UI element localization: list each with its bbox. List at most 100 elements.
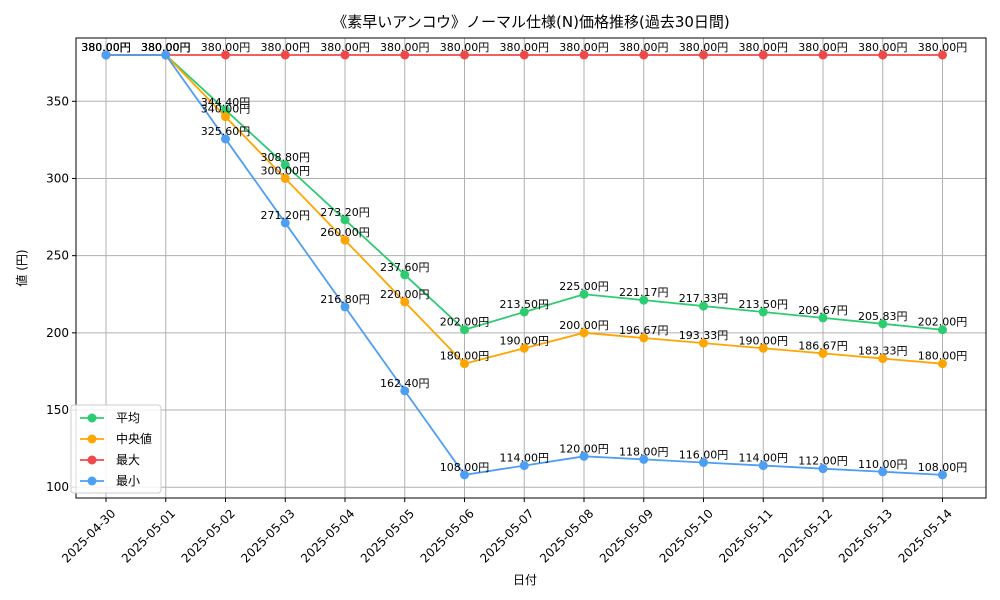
data-point [519, 343, 529, 353]
data-label: 273.20円 [320, 206, 370, 219]
data-label: 271.20円 [261, 209, 311, 222]
legend-item: 最小 [80, 474, 140, 488]
x-tick-label: 2025-04-30 [59, 506, 118, 565]
data-point [758, 307, 768, 317]
data-point [878, 467, 888, 477]
data-label: 180.00円 [440, 350, 490, 363]
data-point [460, 325, 469, 335]
data-label: 380.00円 [440, 41, 490, 54]
data-point [878, 354, 888, 364]
data-label: 108.00円 [440, 461, 490, 474]
data-point [938, 359, 947, 369]
data-point [639, 454, 649, 464]
data-label: 202.00円 [918, 316, 968, 329]
data-point [519, 307, 529, 317]
data-label: 216.80円 [320, 293, 370, 306]
data-point [340, 235, 350, 245]
data-point [878, 50, 888, 60]
data-point [938, 325, 947, 335]
data-point [221, 50, 230, 60]
data-label: 380.00円 [81, 41, 131, 54]
data-point [639, 50, 649, 60]
data-label: 380.00円 [81, 41, 131, 54]
data-point [519, 50, 529, 60]
data-label: 183.33円 [858, 345, 908, 358]
y-tick-label: 300 [46, 171, 69, 185]
data-point [579, 50, 589, 60]
data-label: 380.00円 [798, 41, 848, 54]
data-point [938, 470, 947, 480]
x-tick-label: 2025-05-05 [358, 506, 417, 565]
data-label: 209.67円 [798, 304, 848, 317]
series-2 [101, 50, 947, 60]
data-label: 237.60円 [380, 261, 430, 274]
data-label: 220.00円 [380, 288, 430, 301]
legend-swatch-marker [87, 476, 97, 486]
y-tick-label: 250 [46, 249, 69, 263]
series-1 [101, 50, 947, 369]
data-label: 190.00円 [500, 334, 550, 347]
data-point [639, 333, 649, 343]
data-labels: 380.00円 380.00円 344.40円 308.80円 273.20円 237.6… [81, 41, 967, 474]
data-point [818, 348, 828, 358]
x-tick-label: 2025-05-08 [537, 506, 596, 565]
data-label: 380.00円 [679, 41, 729, 54]
x-tick-label: 2025-05-11 [716, 506, 775, 565]
x-tick-label: 2025-05-14 [896, 506, 955, 565]
data-point [818, 50, 828, 60]
x-tick-label: 2025-05-09 [597, 506, 656, 565]
legend-label: 平均 [116, 411, 140, 425]
x-tick-label: 2025-05-13 [836, 506, 895, 565]
data-label: 260.00円 [320, 226, 370, 239]
data-label: 162.40円 [380, 377, 430, 390]
data-label: 118.00円 [619, 445, 669, 458]
legend-label: 中央値 [116, 431, 152, 446]
data-label: 380.00円 [559, 41, 609, 54]
data-label: 213.50円 [739, 298, 789, 311]
x-tick-label: 2025-05-12 [776, 506, 835, 565]
data-label: 380.00円 [81, 41, 131, 54]
data-point [818, 313, 828, 323]
data-point [400, 50, 410, 60]
data-label: 380.00円 [81, 41, 131, 54]
plot-area-frame [75, 37, 987, 499]
y-tick-label: 350 [46, 94, 69, 108]
data-label: 114.00円 [739, 452, 789, 465]
data-label: 190.00円 [739, 334, 789, 347]
data-point [221, 112, 230, 122]
x-tick-label: 2025-05-01 [119, 506, 178, 565]
data-label: 380.00円 [141, 41, 191, 54]
data-point [280, 218, 290, 228]
data-point [818, 464, 828, 474]
data-label: 380.00円 [619, 41, 669, 54]
data-label: 112.00円 [798, 455, 848, 468]
data-label: 325.60円 [201, 125, 251, 138]
data-label: 380.00円 [320, 41, 370, 54]
axes: 2025-04-30 2025-05-01 2025-05-02 2025-05-03… [46, 94, 955, 565]
data-point [400, 386, 410, 396]
data-label: 380.00円 [739, 41, 789, 54]
data-label: 120.00円 [559, 442, 609, 455]
legend-label: 最小 [116, 474, 140, 488]
data-label: 116.00円 [679, 448, 729, 461]
x-axis-title: 日付 [513, 573, 537, 587]
data-label: 380.00円 [500, 41, 550, 54]
data-label: 344.40円 [201, 96, 251, 109]
data-point [758, 461, 768, 471]
data-label: 300.00円 [261, 164, 311, 177]
data-point [400, 270, 410, 280]
data-point [579, 328, 589, 338]
data-label: 200.00円 [559, 319, 609, 332]
data-point [400, 297, 410, 307]
chart-title: 《素早いアンコウ》ノーマル仕様(N)価格推移(過去30日間) [332, 13, 730, 31]
data-label: 308.80円 [261, 151, 311, 164]
legend-swatch-marker [87, 434, 97, 444]
data-point [460, 470, 469, 480]
data-label: 380.00円 [141, 41, 191, 54]
data-label: 380.00円 [201, 41, 251, 54]
y-tick-label: 150 [46, 403, 69, 417]
series-3 [101, 50, 947, 480]
